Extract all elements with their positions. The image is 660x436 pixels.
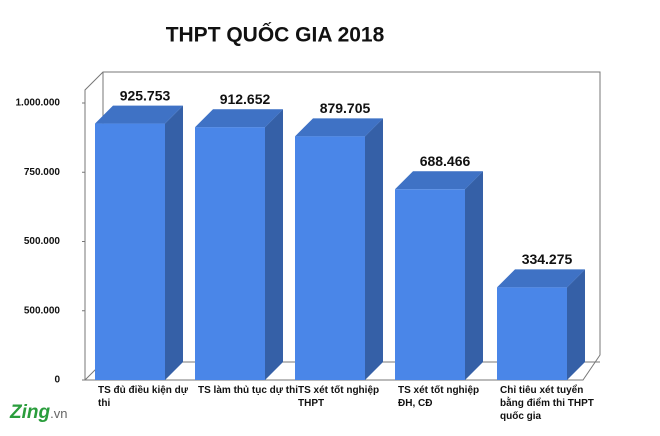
value-label: 879.705 [320, 100, 371, 116]
bar [195, 127, 265, 380]
bar-top-shade [95, 105, 183, 124]
x-tick-label: TS xét tốt nghiệp ĐH, CĐ [398, 385, 480, 409]
bar-top [395, 171, 483, 190]
bar-side-shade [365, 118, 383, 380]
bar-side-shade [465, 171, 483, 380]
bar-top [195, 109, 283, 128]
value-label: 912.652 [220, 91, 271, 107]
chart-title: THPT QUỐC GIA 2018 [166, 23, 385, 47]
bar-side [465, 171, 483, 380]
y-tick-label: 500.000 [24, 305, 61, 316]
bar [295, 136, 365, 380]
bar-side [265, 109, 283, 380]
bar-side [365, 118, 383, 380]
value-label: 334.275 [522, 251, 573, 267]
y-tick-label: 750.000 [24, 167, 61, 178]
bar-top-shade [195, 109, 283, 128]
bar [95, 123, 165, 381]
x-tick-label: TS xét tốt nghiệp THPT [298, 385, 380, 409]
y-tick-label: 0 [54, 375, 60, 386]
bar-top [295, 118, 383, 137]
bar [497, 287, 567, 380]
bar-side-shade [265, 109, 283, 380]
x-tick-label: TS đủ điều kiện dự thi [98, 385, 189, 409]
bar-side [165, 105, 183, 381]
bar-side [567, 269, 585, 380]
bar-side-shade [165, 105, 183, 381]
bar-top-shade [295, 118, 383, 137]
logo-brand: Zing [10, 402, 51, 423]
bar [395, 189, 465, 380]
bar-side-shade [567, 269, 585, 380]
logo: Zing.vn [10, 402, 67, 424]
logo-suffix: .vn [50, 406, 68, 421]
x-tick-label: Chỉ tiêu xét tuyển bằng điểm thi THPT qu… [500, 385, 594, 422]
bar-top-shade [497, 269, 585, 288]
y-tick-label: 1.000.000 [16, 98, 61, 109]
bar-top-shade [395, 171, 483, 190]
bar-top [497, 269, 585, 288]
y-tick-label: 500.000 [24, 236, 61, 247]
x-tick-label: TS làm thủ tục dự thi [198, 385, 299, 396]
value-label: 925.753 [120, 87, 171, 103]
bar-top [95, 105, 183, 124]
value-label: 688.466 [420, 153, 471, 169]
